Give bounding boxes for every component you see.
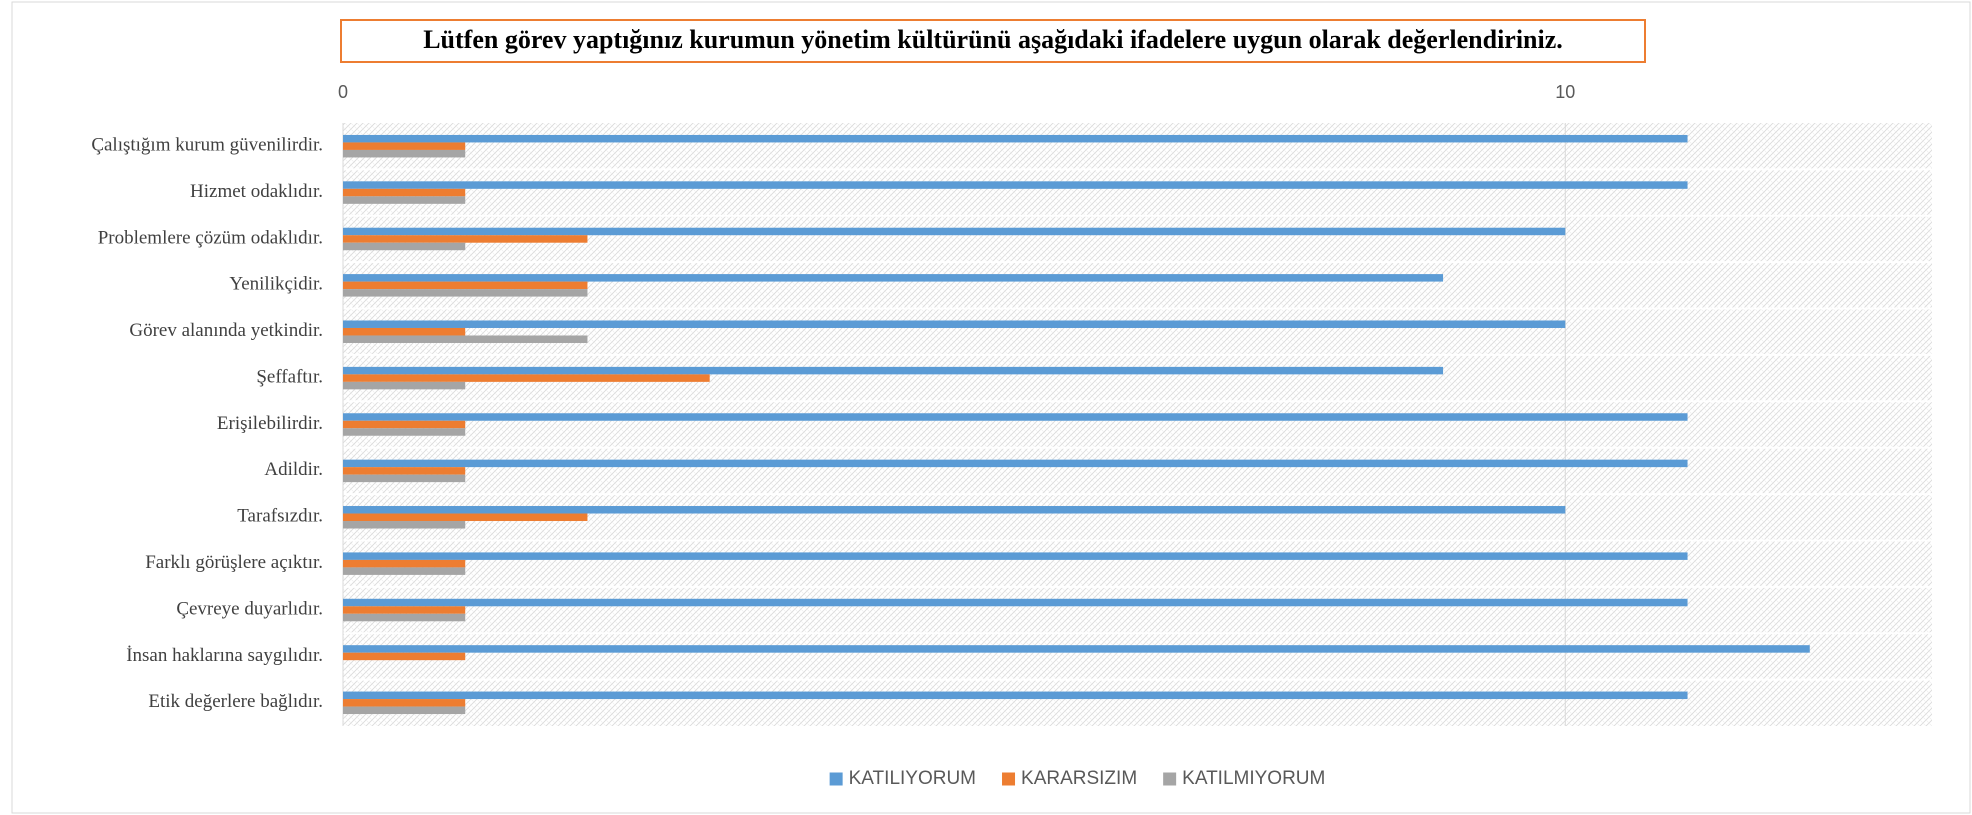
legend-swatch [1163, 772, 1177, 786]
bar [343, 149, 466, 158]
bar [343, 652, 466, 661]
y-tick-label: Çevreye duyarlıdır. [176, 598, 323, 619]
y-tick-label: Şeffaftır. [256, 366, 323, 387]
y-tick-label: Problemlere çözüm odaklıdır. [98, 227, 323, 248]
bar [343, 459, 1688, 468]
bar [343, 227, 1566, 236]
bar [343, 506, 1566, 514]
bar [343, 142, 466, 150]
bar [343, 428, 466, 436]
bar [343, 513, 588, 522]
y-tick-label: Adildir. [264, 459, 323, 480]
bar [343, 235, 588, 243]
bar [343, 413, 1688, 421]
bar [343, 320, 1566, 328]
legend-label: KATILMIYORUM [1182, 768, 1325, 789]
bar [343, 381, 466, 390]
legend-label: KARARSIZIM [1021, 768, 1137, 789]
y-tick-label: İnsan haklarına saygılıdır. [126, 645, 323, 666]
chart-title: Lütfen görev yaptığınız kurumun yönetim … [423, 25, 1563, 54]
bar [343, 606, 466, 614]
y-tick-label: Hizmet odaklıdır. [190, 181, 323, 202]
bar [343, 645, 1810, 653]
bar [343, 613, 466, 622]
y-tick-label: Görev alanında yetkindir. [129, 320, 323, 341]
y-tick-label: Etik değerlere bağlıdır. [148, 691, 323, 712]
bar [343, 134, 1688, 143]
bar [343, 706, 466, 715]
bar [343, 335, 588, 343]
bar [343, 691, 1688, 700]
legend-swatch [829, 772, 843, 786]
bar [343, 274, 1444, 282]
y-tick-label: Tarafsızdır. [237, 506, 323, 527]
bar [343, 366, 1444, 375]
bar [343, 474, 466, 483]
bar [343, 420, 466, 429]
bar [343, 699, 466, 707]
title-box [340, 19, 1646, 63]
bar [343, 467, 466, 475]
bar [343, 181, 1688, 189]
x-tick-label: 10 [1555, 82, 1575, 102]
bar [343, 521, 466, 529]
bar [343, 327, 466, 336]
bar [343, 242, 466, 251]
bar [343, 188, 466, 197]
bar [343, 374, 710, 382]
bar [343, 281, 588, 290]
y-tick-label: Yenilikçidir. [229, 274, 323, 295]
bar [343, 559, 466, 568]
y-tick-label: Erişilebilirdir. [217, 413, 323, 434]
bar [343, 598, 1688, 607]
legend-swatch [1002, 772, 1016, 786]
legend-label: KATILIYORUM [849, 768, 976, 789]
plot-area [343, 123, 1932, 726]
x-tick-label: 0 [338, 82, 348, 102]
bar [343, 567, 466, 575]
bar [343, 289, 588, 297]
bar [343, 552, 1688, 560]
y-tick-label: Çalıştığım kurum güvenilirdir. [91, 135, 323, 156]
y-tick-label: Farklı görüşlere açıktır. [145, 552, 323, 573]
bar [343, 196, 466, 204]
